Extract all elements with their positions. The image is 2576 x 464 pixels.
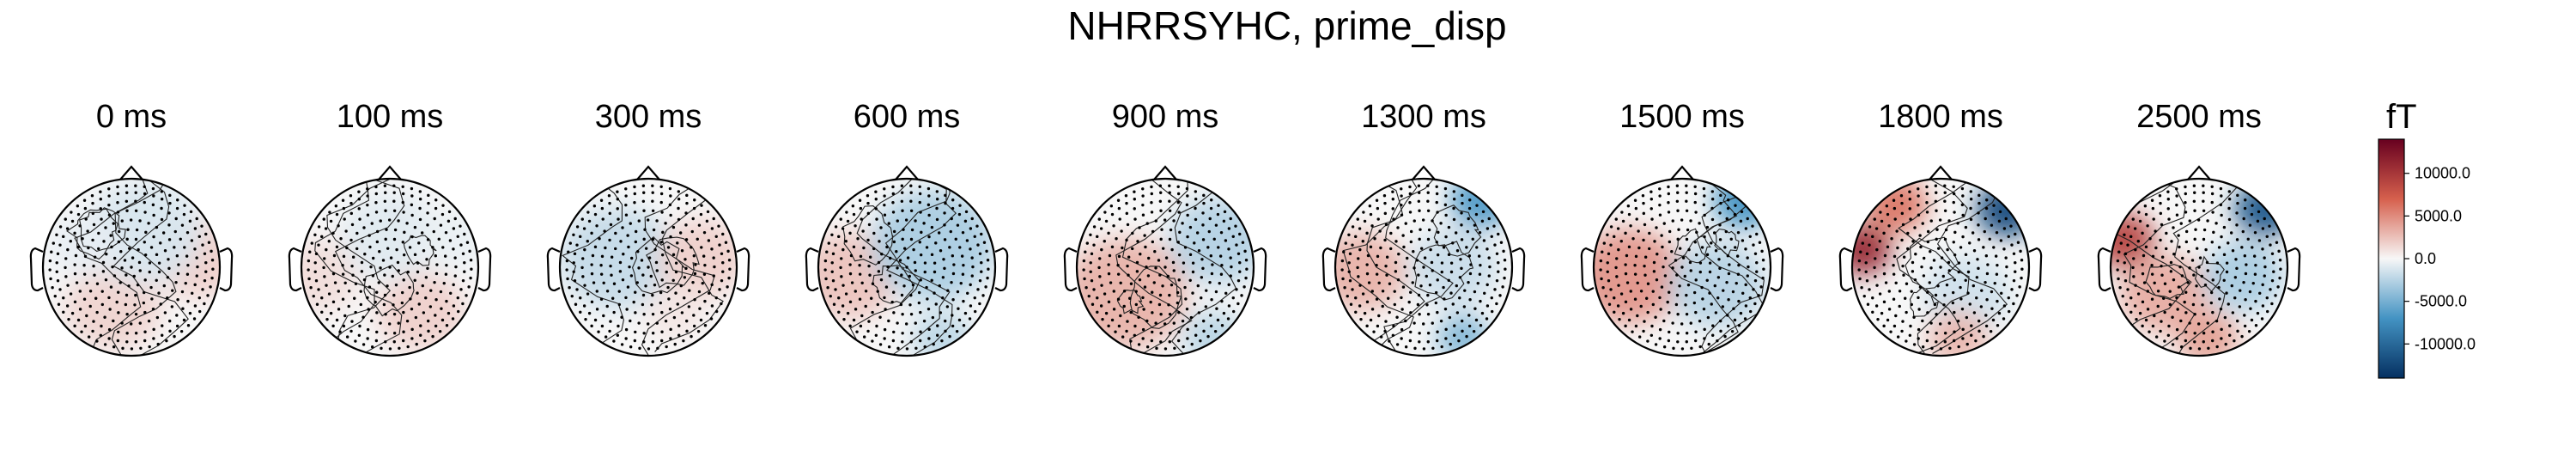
contour-lines bbox=[65, 179, 189, 356]
right-ear-outline bbox=[736, 247, 750, 292]
left-ear-outline bbox=[805, 247, 819, 292]
right-ear-outline bbox=[2028, 247, 2043, 292]
topomap-field bbox=[43, 179, 220, 356]
field-blob bbox=[560, 206, 675, 310]
colorbar-gradient bbox=[2378, 138, 2405, 379]
right-ear-outline bbox=[1770, 247, 1784, 292]
field-blob bbox=[643, 284, 706, 339]
left-ear-outline bbox=[1580, 247, 1595, 292]
nose-outline bbox=[1670, 165, 1694, 180]
field-blob bbox=[416, 209, 478, 273]
field-blob bbox=[911, 309, 974, 356]
topomap-time-label: 300 ms bbox=[595, 99, 702, 135]
nose-outline bbox=[895, 165, 919, 180]
left-ear-outline bbox=[1321, 247, 1336, 292]
sensor-dots bbox=[48, 184, 215, 351]
right-ear-outline bbox=[1511, 247, 1526, 292]
head-outline bbox=[2097, 165, 2301, 357]
field-blob bbox=[1335, 231, 1406, 312]
field-blob bbox=[2111, 212, 2155, 269]
topomap: 900 ms bbox=[1063, 99, 1267, 357]
topomap-time-label: 1800 ms bbox=[1878, 99, 2003, 135]
sensor-dots bbox=[565, 184, 732, 351]
nose-outline bbox=[378, 165, 402, 180]
topomap: 1500 ms bbox=[1580, 99, 1784, 357]
topomap: 100 ms bbox=[288, 99, 492, 357]
nose-outline bbox=[2187, 165, 2211, 180]
head-outline bbox=[805, 165, 1009, 357]
field-blob bbox=[341, 192, 439, 280]
head-outline bbox=[1838, 165, 2043, 357]
right-ear-outline bbox=[2287, 247, 2301, 292]
right-ear-outline bbox=[994, 247, 1009, 292]
nose-outline bbox=[1929, 165, 1953, 180]
sensor-dots bbox=[1340, 184, 1507, 351]
left-ear-outline bbox=[1063, 247, 1078, 292]
topomap-time-label: 900 ms bbox=[1112, 99, 1219, 135]
topomap-field bbox=[1077, 179, 1254, 356]
head-outline bbox=[1580, 165, 1784, 357]
right-ear-outline bbox=[477, 247, 492, 292]
left-ear-outline bbox=[546, 247, 561, 292]
topomap-row: 0 ms 100 ms 300 ms 600 ms 900 ms 1300 ms 1500 … bbox=[29, 99, 2301, 357]
field-blob bbox=[1852, 223, 1892, 276]
right-ear-outline bbox=[1253, 247, 1267, 292]
topomap-time-label: 600 ms bbox=[854, 99, 961, 135]
topomap: 2500 ms bbox=[2097, 99, 2301, 357]
figure-title: NHRRSYHC, prime_disp bbox=[1067, 3, 1506, 48]
field-blob bbox=[1713, 179, 1771, 229]
left-ear-outline bbox=[29, 247, 44, 292]
contour-lines bbox=[1668, 179, 1765, 356]
head-outline bbox=[1063, 165, 1267, 357]
left-ear-outline bbox=[1838, 247, 1853, 292]
topomap-field bbox=[560, 179, 737, 356]
head-outline bbox=[1321, 165, 1526, 357]
colorbar-tick-label: -5000.0 bbox=[2415, 293, 2467, 310]
topomap-field bbox=[818, 179, 995, 356]
topomap: 1800 ms bbox=[1838, 99, 2043, 357]
left-ear-outline bbox=[2097, 247, 2111, 292]
sensor-dots bbox=[823, 184, 990, 351]
nose-outline bbox=[1412, 165, 1436, 180]
colorbar-tick-label: 10000.0 bbox=[2415, 165, 2470, 182]
topomap: 1300 ms bbox=[1321, 99, 1526, 357]
topomap-time-label: 0 ms bbox=[96, 99, 167, 135]
topomap-time-label: 2500 ms bbox=[2136, 99, 2262, 135]
head-outline bbox=[288, 165, 492, 357]
topomap-time-label: 1300 ms bbox=[1361, 99, 1486, 135]
colorbar-tick-label: -10000.0 bbox=[2415, 335, 2476, 352]
field-blob bbox=[2177, 309, 2239, 356]
colorbar-unit-label: fT bbox=[2386, 98, 2417, 136]
topomap: 300 ms bbox=[546, 99, 750, 357]
nose-outline bbox=[1153, 165, 1177, 180]
topomap: 600 ms bbox=[805, 99, 1009, 357]
colorbar-tick-label: 5000.0 bbox=[2415, 207, 2462, 224]
topomap-time-label: 1500 ms bbox=[1619, 99, 1745, 135]
field-blob bbox=[871, 189, 995, 302]
sensor-dots bbox=[1599, 184, 1765, 351]
colorbar: fT 10000.0 5000.0 0.0 -5000.0 -10000.0 bbox=[2378, 98, 2476, 379]
sensor-dots bbox=[2116, 184, 2282, 351]
field-blob bbox=[376, 272, 465, 351]
field-blob bbox=[2203, 240, 2283, 313]
topomap-time-label: 100 ms bbox=[337, 99, 444, 135]
sensor-dots bbox=[1857, 184, 2024, 351]
topomap: 0 ms bbox=[29, 99, 234, 357]
field-blob bbox=[1668, 241, 1766, 329]
topomap-field bbox=[1594, 179, 1771, 356]
nose-outline bbox=[636, 165, 660, 180]
sensor-dots bbox=[1082, 184, 1249, 351]
field-blob bbox=[657, 218, 737, 299]
colorbar-tick-label: 0.0 bbox=[2415, 250, 2436, 267]
right-ear-outline bbox=[219, 247, 234, 292]
left-ear-outline bbox=[288, 247, 302, 292]
head-outline bbox=[29, 165, 234, 357]
head-outline bbox=[546, 165, 750, 357]
sensor-dots bbox=[307, 184, 473, 351]
nose-outline bbox=[119, 165, 143, 180]
